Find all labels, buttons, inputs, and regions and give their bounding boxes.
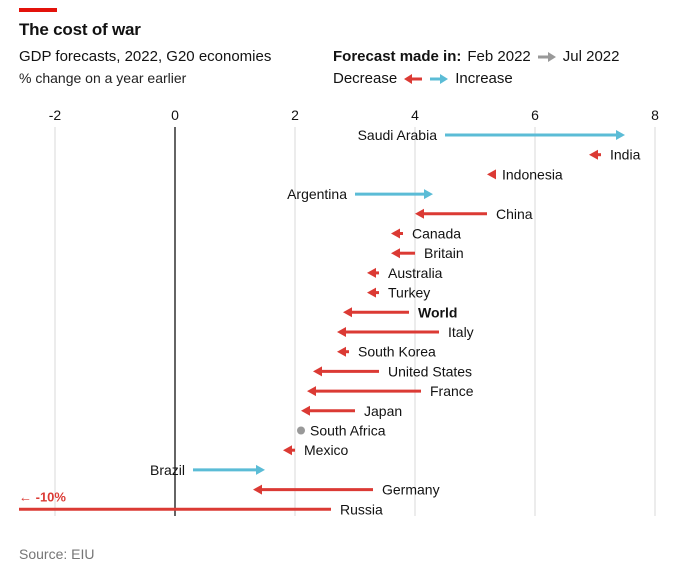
data-arrowhead — [616, 130, 625, 140]
country-label: China — [496, 206, 533, 222]
legend-forecast-label: Forecast made in: — [333, 48, 462, 65]
country-label: Canada — [412, 226, 461, 242]
x-tick-label: 2 — [291, 107, 299, 123]
legend-direction: Decrease Increase — [333, 70, 513, 87]
red-arrow-left-icon — [404, 73, 423, 84]
data-arrowhead — [367, 267, 376, 278]
country-label: India — [610, 147, 641, 163]
legend-from-label: Feb 2022 — [467, 48, 531, 65]
data-arrowhead — [343, 307, 352, 318]
chart-unit: % change on a year earlier — [19, 70, 187, 86]
x-tick-label: 0 — [171, 107, 179, 123]
legend-to-label: Jul 2022 — [562, 48, 620, 65]
data-arrowhead — [307, 386, 316, 397]
data-arrowhead — [253, 484, 262, 495]
grey-arrow-icon — [537, 51, 556, 62]
brand-bar — [19, 8, 57, 12]
country-label: Japan — [364, 403, 402, 419]
country-label: Turkey — [388, 285, 430, 301]
country-label: Mexico — [304, 442, 349, 458]
data-arrowhead — [256, 464, 265, 475]
country-label: World — [418, 304, 457, 320]
data-dot — [297, 426, 305, 435]
x-tick-label: 4 — [411, 107, 419, 123]
data-arrowhead — [391, 228, 400, 239]
x-tick-label: 6 — [531, 107, 539, 123]
data-arrowhead — [337, 346, 346, 357]
country-label: United States — [388, 363, 472, 379]
country-label: Germany — [382, 482, 440, 498]
legend-decrease-label: Decrease — [333, 70, 398, 87]
country-label: Italy — [448, 324, 474, 340]
legend-forecast: Forecast made in: Feb 2022 Jul 2022 — [333, 48, 619, 65]
country-label: Indonesia — [502, 166, 563, 182]
country-label: South Africa — [310, 423, 386, 439]
data-arrowhead — [313, 366, 322, 377]
country-label: Britain — [424, 245, 464, 261]
data-arrowhead — [415, 208, 424, 219]
country-label: France — [430, 383, 474, 399]
x-tick-label: 8 — [651, 107, 659, 123]
data-arrowhead — [301, 405, 310, 416]
blue-arrow-right-icon — [430, 73, 449, 84]
data-arrowhead — [589, 149, 598, 160]
chart-title: The cost of war — [19, 20, 141, 39]
source-note: Source: EIU — [19, 546, 95, 562]
country-label: Australia — [388, 265, 443, 281]
data-arrowhead — [424, 189, 433, 200]
data-arrowhead — [367, 287, 376, 298]
data-arrowhead — [283, 445, 292, 456]
country-label: Saudi Arabia — [358, 127, 438, 143]
legend-increase-label: Increase — [455, 70, 513, 87]
data-arrowhead — [391, 248, 400, 259]
offscale-label: ← -10% — [19, 489, 66, 504]
country-label: South Korea — [358, 344, 436, 360]
x-tick-label: -2 — [49, 107, 62, 123]
chart-subtitle: GDP forecasts, 2022, G20 economies — [19, 48, 272, 65]
data-arrowhead — [337, 327, 346, 337]
country-label: Russia — [340, 501, 383, 517]
data-arrowhead — [487, 169, 496, 180]
country-label: Argentina — [287, 186, 347, 202]
country-label: Brazil — [150, 462, 185, 478]
